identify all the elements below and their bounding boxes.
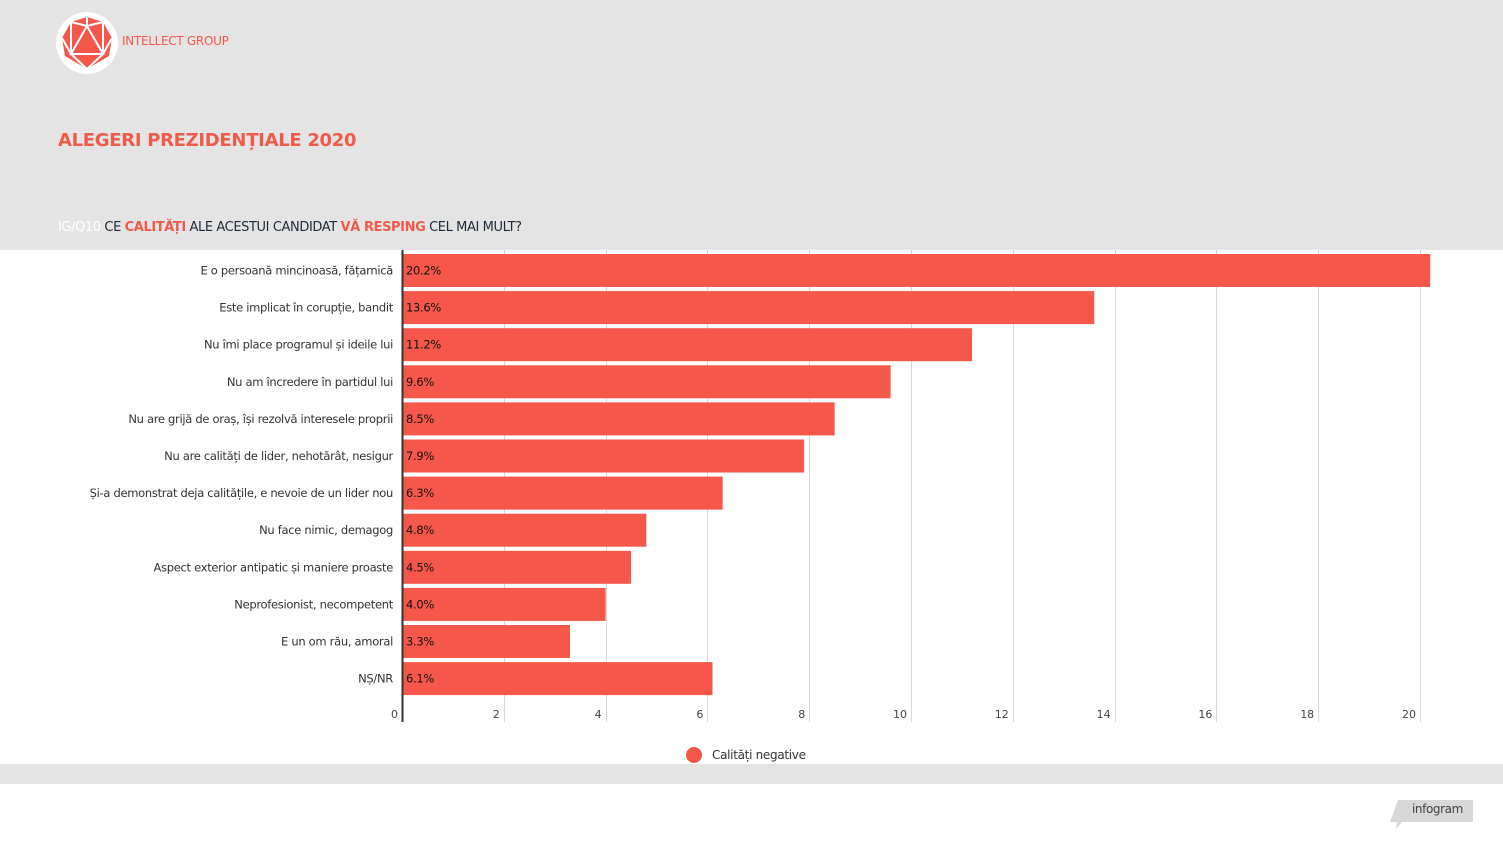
data-label: 4.5% — [406, 560, 434, 574]
category-labels: E o persoană mincinoasă, fățarnică Este i… — [90, 264, 394, 686]
bar[interactable] — [403, 402, 835, 436]
subtitle-part-2: ALE ACESTUI CANDIDAT — [189, 220, 338, 235]
category-label: Nu face nimic, demagog — [259, 523, 393, 537]
category-label: Nu îmi place programul și ideile lui — [204, 338, 393, 352]
bar[interactable] — [403, 513, 647, 547]
category-label: E un om rău, amoral — [281, 635, 393, 649]
question-code: IG/Q10 — [58, 220, 101, 235]
bar[interactable] — [403, 476, 723, 510]
subtitle-highlight-1: CALITĂȚI — [124, 220, 187, 235]
category-label: Nu am încredere în partidul lui — [227, 375, 393, 389]
x-tick-label: 12 — [995, 708, 1009, 721]
legend-label: Calități negative — [712, 748, 806, 762]
x-tick-label: 16 — [1198, 708, 1212, 721]
data-label: 4.8% — [406, 523, 434, 537]
data-label: 6.3% — [406, 486, 434, 500]
subtitle-part-1: CE — [104, 220, 121, 235]
subtitle-highlight-2: VĂ RESPING — [340, 220, 426, 235]
header-band: INTELLECT GROUP ALEGERI PREZIDENȚIALE 20… — [0, 0, 1503, 250]
footer-band — [0, 764, 1503, 784]
category-label: Nu are grijă de oraș, își rezolvă intere… — [128, 412, 393, 426]
bar[interactable] — [403, 587, 606, 621]
data-label: 13.6% — [406, 301, 441, 315]
value-labels: 20.2% 13.6% 11.2% 9.6% 8.5% 7.9% 6.3% 4.8% 4.5% 4… — [406, 264, 442, 686]
data-label: 9.6% — [406, 375, 434, 389]
bars — [403, 254, 1431, 696]
data-label: 11.2% — [406, 338, 441, 352]
page-title: ALEGERI PREZIDENȚIALE 2020 — [58, 130, 357, 151]
data-label: 4.0% — [406, 597, 434, 611]
x-tick-label: 6 — [696, 708, 703, 721]
data-label: 20.2% — [406, 264, 441, 278]
bar[interactable] — [403, 662, 713, 696]
category-label: Nu are calități de lider, nehotărât, nes… — [164, 449, 393, 463]
x-tick-label: 4 — [595, 708, 602, 721]
bar[interactable] — [403, 365, 891, 399]
x-tick-label: 14 — [1097, 708, 1111, 721]
bar[interactable] — [403, 550, 632, 584]
category-label: Aspect exterior antipatic și maniere pro… — [154, 560, 394, 574]
infogram-badge-icon[interactable] — [1390, 798, 1474, 830]
legend-marker — [686, 747, 702, 763]
bar[interactable] — [403, 291, 1095, 325]
x-tick-label: 8 — [798, 708, 805, 721]
x-tick-labels: 0 2 4 6 8 10 12 14 16 18 20 — [391, 708, 1416, 721]
data-label: 3.3% — [406, 635, 434, 649]
bar[interactable] — [403, 625, 570, 658]
data-label: 8.5% — [406, 412, 434, 426]
x-tick-label: 10 — [893, 708, 907, 721]
category-label: Și-a demonstrat deja calitățile, e nevoi… — [90, 486, 393, 500]
bar-chart: E o persoană mincinoasă, fățarnică Este i… — [90, 250, 1431, 722]
category-label: E o persoană mincinoasă, fățarnică — [200, 264, 393, 278]
chart-subtitle: IG/Q10 CE CALITĂȚI ALE ACESTUI CANDIDAT … — [58, 220, 522, 235]
data-label: 7.9% — [406, 449, 434, 463]
x-tick-label: 0 — [391, 708, 398, 721]
bar[interactable] — [403, 439, 805, 473]
x-tick-label: 2 — [493, 708, 500, 721]
legend[interactable]: Calități negative — [686, 747, 806, 763]
icosahedron-logo-icon — [56, 12, 118, 74]
category-label: NȘ/NR — [358, 672, 393, 686]
category-label: Neprofesionist, necompetent — [234, 597, 394, 611]
x-tick-label: 18 — [1300, 708, 1314, 721]
bar[interactable] — [403, 254, 1431, 287]
bar[interactable] — [403, 328, 973, 362]
subtitle-part-3: CEL MAI MULT? — [429, 220, 522, 235]
category-label: Este implicat în corupție, bandit — [219, 301, 394, 315]
x-tick-label: 20 — [1402, 708, 1416, 721]
brand-name: INTELLECT GROUP — [122, 34, 229, 48]
data-label: 6.1% — [406, 672, 434, 686]
infogram-label[interactable]: infogram — [1412, 802, 1463, 816]
